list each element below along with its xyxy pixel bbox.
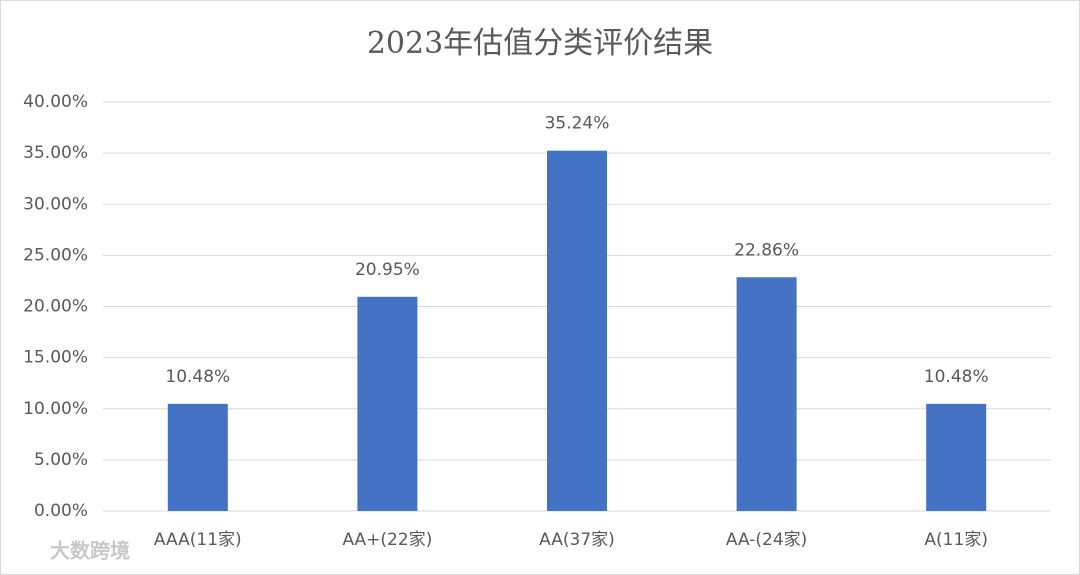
- bar: [736, 277, 797, 511]
- x-tick-label: A(11家): [924, 530, 988, 550]
- x-tick-label: AA(37家): [539, 530, 615, 550]
- y-tick-label: 20.00%: [23, 297, 88, 317]
- bar: [167, 403, 228, 511]
- value-label: 22.86%: [734, 240, 799, 260]
- y-tick-label: 10.00%: [23, 399, 88, 419]
- bar: [357, 296, 418, 511]
- x-tick-label: AA-(24家): [726, 530, 807, 550]
- chart-title: 2023年估值分类评价结果: [367, 26, 713, 61]
- x-tick-label: AAA(11家): [154, 530, 242, 550]
- y-tick-label: 35.00%: [23, 143, 88, 163]
- x-tick-label: AA+(22家): [342, 530, 432, 550]
- y-tick-label: 25.00%: [23, 245, 88, 265]
- value-label: 10.48%: [924, 367, 989, 387]
- y-tick-label: 0.00%: [34, 501, 88, 521]
- value-label: 35.24%: [545, 114, 610, 134]
- value-label: 10.48%: [165, 367, 230, 387]
- value-label: 20.95%: [355, 260, 420, 280]
- y-tick-label: 5.00%: [34, 450, 88, 470]
- bar: [547, 150, 607, 511]
- y-tick-label: 15.00%: [23, 348, 88, 368]
- bar: [926, 403, 987, 511]
- watermark: 大数跨境: [50, 539, 130, 563]
- y-tick-label: 40.00%: [23, 92, 88, 112]
- y-tick-label: 30.00%: [23, 194, 88, 214]
